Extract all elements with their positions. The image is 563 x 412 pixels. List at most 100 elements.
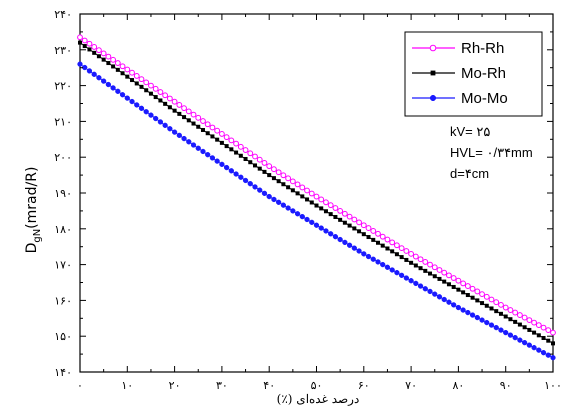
data-point — [238, 174, 244, 180]
y-tick-label: ۱۶۰ — [54, 294, 72, 307]
data-point — [394, 270, 400, 276]
data-point — [545, 327, 552, 334]
data-point — [185, 108, 192, 115]
data-point — [294, 211, 301, 217]
data-point — [346, 242, 353, 248]
data-point — [550, 355, 556, 361]
annotation-text: kV= ۲۵ — [450, 124, 490, 139]
data-point — [347, 223, 352, 228]
data-point — [441, 296, 447, 303]
data-point — [190, 142, 197, 148]
data-point — [428, 271, 433, 276]
data-point — [119, 92, 126, 98]
data-point — [465, 293, 470, 298]
data-point — [488, 322, 495, 328]
data-point — [423, 268, 428, 273]
data-point — [394, 242, 400, 249]
data-point — [502, 304, 509, 311]
data-point — [470, 295, 475, 300]
data-point — [370, 256, 376, 262]
data-point — [389, 239, 396, 246]
data-point — [385, 246, 390, 251]
data-point — [186, 139, 192, 145]
y-tick-label: ۲۰۰ — [54, 151, 72, 164]
data-point — [295, 191, 300, 196]
data-point — [280, 202, 287, 208]
data-point — [403, 248, 410, 254]
data-point — [512, 334, 518, 341]
data-point — [545, 352, 551, 358]
data-point — [360, 222, 367, 229]
data-point — [237, 143, 244, 150]
legend-label: Mo-Mo — [461, 90, 508, 107]
data-point — [365, 225, 372, 231]
data-point — [332, 234, 339, 240]
data-point — [167, 126, 173, 132]
series-rh-rh — [77, 34, 556, 336]
data-point — [417, 256, 424, 263]
data-point — [540, 324, 547, 331]
data-point — [166, 95, 173, 102]
data-point — [158, 98, 163, 103]
data-point — [261, 160, 268, 166]
data-point — [91, 71, 97, 77]
data-point — [262, 169, 267, 174]
data-point — [417, 283, 424, 289]
data-point — [275, 169, 282, 176]
data-point — [195, 145, 201, 151]
data-point — [460, 280, 467, 287]
data-point — [527, 327, 532, 332]
data-point — [517, 322, 522, 327]
data-point — [157, 119, 164, 125]
data-point — [101, 78, 107, 84]
data-point — [205, 152, 211, 158]
data-point — [134, 81, 139, 86]
data-point — [479, 291, 485, 298]
data-point — [356, 219, 362, 226]
data-point — [441, 269, 448, 276]
data-point — [323, 209, 328, 214]
data-point — [139, 84, 144, 89]
data-point — [450, 275, 457, 281]
data-point — [181, 105, 187, 112]
x-axis-label: درصد غده‌ای (٪) — [277, 392, 360, 406]
y-tick-label: ۱۷۰ — [54, 259, 72, 272]
data-point — [257, 187, 263, 193]
data-point — [289, 178, 296, 185]
data-point — [338, 217, 343, 222]
data-point — [224, 144, 229, 149]
data-point — [261, 190, 268, 197]
data-point — [129, 98, 135, 105]
data-point — [219, 161, 225, 168]
data-point — [223, 164, 230, 171]
data-point — [418, 266, 423, 271]
data-point — [408, 250, 415, 257]
data-point — [210, 134, 215, 139]
data-point — [408, 278, 414, 284]
x-tick-label: ۶۰ — [358, 379, 370, 392]
data-point — [162, 122, 168, 128]
data-point — [517, 337, 523, 343]
data-point — [446, 299, 452, 305]
data-point — [309, 200, 314, 205]
data-point — [186, 118, 191, 123]
data-point — [205, 131, 210, 136]
data-point — [138, 105, 145, 111]
data-point — [77, 34, 83, 41]
data-point — [413, 280, 419, 287]
data-point — [532, 330, 537, 335]
data-point — [177, 111, 182, 116]
data-point — [256, 156, 263, 163]
data-point — [361, 232, 366, 237]
data-point — [318, 196, 325, 203]
y-axis-label-sub: gN — [32, 229, 43, 243]
data-point — [105, 53, 112, 60]
data-point — [536, 347, 542, 353]
data-point — [328, 212, 333, 217]
data-point — [398, 272, 405, 278]
x-tick-label: ۱۰۰ — [544, 379, 562, 392]
data-point — [200, 127, 205, 132]
data-point — [446, 272, 452, 279]
data-point — [379, 233, 386, 240]
data-point — [106, 61, 111, 66]
